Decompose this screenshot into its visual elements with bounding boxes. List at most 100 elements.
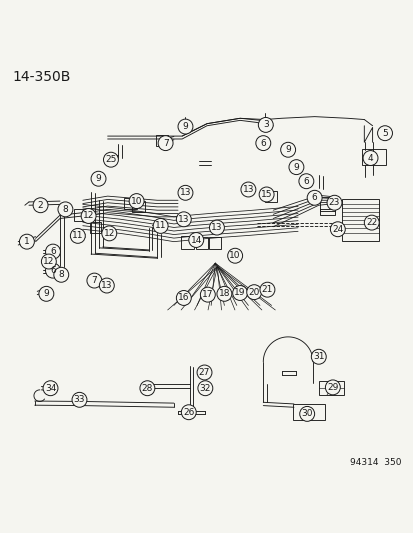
Text: 9: 9 (182, 122, 188, 131)
Circle shape (87, 273, 102, 288)
Circle shape (299, 407, 314, 421)
Circle shape (81, 208, 96, 223)
Circle shape (227, 248, 242, 263)
Text: 9: 9 (95, 174, 101, 183)
Circle shape (255, 136, 270, 151)
Bar (292, 404, 325, 419)
Circle shape (72, 392, 87, 407)
Text: 31: 31 (312, 352, 324, 361)
Circle shape (240, 182, 255, 197)
Text: 16: 16 (178, 294, 189, 302)
Circle shape (288, 160, 303, 175)
Text: 13: 13 (178, 215, 189, 224)
Circle shape (306, 190, 321, 205)
Text: 13: 13 (211, 223, 222, 232)
Circle shape (102, 226, 116, 241)
Circle shape (259, 187, 273, 202)
Text: 34: 34 (45, 384, 56, 393)
Text: 5: 5 (381, 128, 387, 138)
Circle shape (39, 286, 54, 301)
Circle shape (188, 232, 203, 247)
Circle shape (41, 254, 56, 269)
Circle shape (377, 126, 392, 141)
Text: 13: 13 (101, 281, 112, 290)
Text: 24: 24 (331, 225, 343, 234)
Text: 13: 13 (242, 185, 254, 194)
Text: 12: 12 (103, 229, 115, 238)
Circle shape (178, 185, 192, 200)
Text: 94314  350: 94314 350 (349, 458, 401, 467)
Text: 11: 11 (72, 231, 83, 240)
Text: 7: 7 (91, 276, 97, 285)
Bar (209, 237, 221, 249)
Bar (102, 227, 113, 238)
Text: 22: 22 (365, 218, 377, 227)
Bar (196, 237, 207, 249)
Text: 8: 8 (58, 270, 64, 279)
Circle shape (232, 286, 247, 301)
Text: 33: 33 (74, 395, 85, 405)
Text: 4: 4 (367, 154, 373, 163)
Text: 1: 1 (24, 237, 30, 246)
Circle shape (43, 381, 58, 395)
Circle shape (197, 365, 211, 380)
Text: 6: 6 (311, 193, 317, 203)
Text: 12: 12 (83, 212, 94, 221)
Text: 2: 2 (38, 201, 43, 209)
Circle shape (258, 117, 273, 132)
Text: 15: 15 (260, 190, 272, 199)
Circle shape (311, 349, 325, 364)
Bar (181, 236, 193, 249)
Circle shape (216, 286, 231, 301)
Circle shape (178, 119, 192, 134)
Circle shape (325, 380, 339, 395)
Text: 14-350B: 14-350B (12, 70, 71, 84)
Circle shape (280, 142, 295, 157)
Circle shape (153, 219, 168, 233)
Bar (74, 208, 85, 221)
Text: 9: 9 (285, 146, 290, 154)
Bar (318, 381, 344, 395)
Circle shape (197, 381, 212, 395)
Text: 18: 18 (218, 289, 230, 298)
Text: 3: 3 (262, 120, 268, 130)
Text: 21: 21 (261, 285, 273, 294)
Bar (155, 135, 168, 147)
Circle shape (298, 174, 313, 189)
Text: 27: 27 (198, 368, 210, 377)
Text: 30: 30 (301, 409, 312, 418)
Text: 10: 10 (131, 197, 142, 206)
Text: 32: 32 (199, 384, 211, 393)
Text: 26: 26 (183, 408, 194, 417)
Bar (320, 209, 335, 215)
Circle shape (209, 220, 224, 235)
Text: 11: 11 (154, 221, 166, 230)
Text: 8: 8 (62, 205, 68, 214)
Circle shape (176, 290, 191, 305)
Text: 19: 19 (234, 288, 245, 297)
Circle shape (70, 229, 85, 244)
Circle shape (33, 198, 48, 213)
Circle shape (45, 263, 60, 278)
Circle shape (45, 244, 60, 259)
Circle shape (259, 282, 274, 297)
Circle shape (176, 212, 191, 227)
Text: 20: 20 (248, 288, 259, 297)
Circle shape (158, 136, 173, 151)
Text: 29: 29 (326, 383, 338, 392)
Bar (319, 197, 335, 211)
Bar (341, 199, 378, 241)
Circle shape (362, 151, 377, 165)
Text: 25: 25 (105, 155, 116, 164)
Circle shape (181, 405, 196, 419)
Circle shape (330, 222, 344, 237)
Text: 6: 6 (50, 247, 56, 256)
Text: 14: 14 (190, 236, 202, 245)
Circle shape (140, 381, 154, 395)
Bar (124, 198, 136, 209)
Text: 7: 7 (162, 139, 168, 148)
Text: 9: 9 (43, 289, 49, 298)
Text: 28: 28 (141, 384, 153, 393)
Text: 10: 10 (229, 251, 240, 260)
Circle shape (99, 278, 114, 293)
